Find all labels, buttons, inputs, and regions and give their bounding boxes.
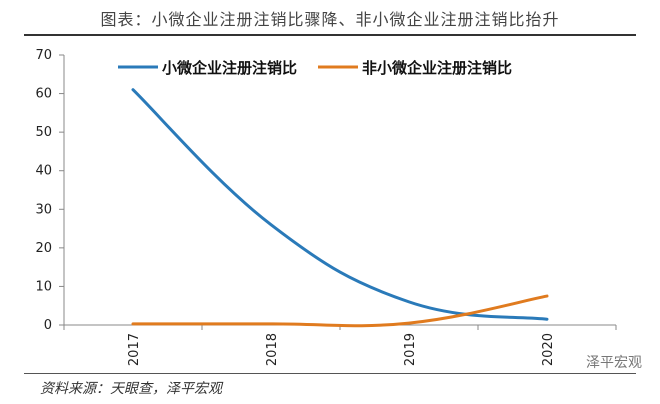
source-note: 资料来源：天眼查，泽平宏观 xyxy=(40,381,222,397)
watermark: 泽平宏观 xyxy=(586,355,642,371)
series-line-1 xyxy=(131,88,549,321)
y-tick-label: 70 xyxy=(35,48,52,63)
y-tick-label: 20 xyxy=(35,241,52,256)
x-tick-label: 2017 xyxy=(127,333,142,366)
y-tick-label: 30 xyxy=(35,202,52,217)
chart-series xyxy=(131,88,549,328)
x-tick-label: 2019 xyxy=(403,333,418,366)
x-tick-label: 2020 xyxy=(541,333,556,366)
x-tick-label: 2018 xyxy=(265,333,280,366)
source-rule xyxy=(24,373,636,374)
y-tick-label: 0 xyxy=(44,318,52,333)
chart-legend: 小微企业注册注销比 非小微企业注册注销比 xyxy=(118,59,512,77)
y-tick-label: 40 xyxy=(35,164,52,179)
legend-label-1: 小微企业注册注销比 xyxy=(162,59,297,77)
y-tick-label: 60 xyxy=(35,87,52,102)
title-rule xyxy=(24,34,636,36)
legend-label-2: 非小微企业注册注销比 xyxy=(362,59,512,77)
y-tick-label: 50 xyxy=(35,125,52,140)
y-tick-label: 10 xyxy=(35,279,52,294)
figure-title: 图表：小微企业注册注销比骤降、非小微企业注册注销比抬升 xyxy=(100,10,560,29)
series-line-2 xyxy=(131,294,549,328)
